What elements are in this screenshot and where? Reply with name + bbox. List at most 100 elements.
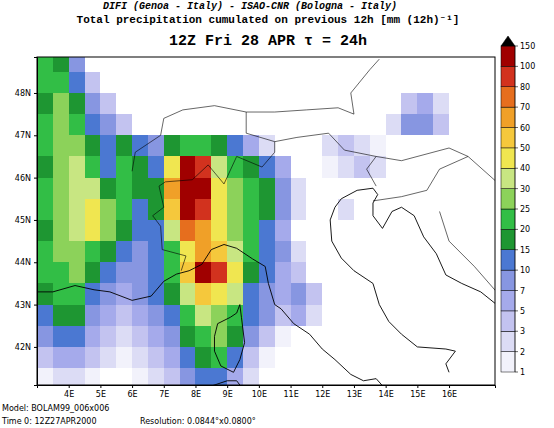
precip-cell xyxy=(227,220,243,242)
precip-cell xyxy=(386,305,402,327)
x-tick-label: 9E xyxy=(223,390,233,399)
precip-cell xyxy=(401,305,417,327)
precip-cell xyxy=(180,156,196,178)
precip-cell xyxy=(37,93,53,115)
precip-cell xyxy=(386,114,402,136)
precip-cell xyxy=(291,72,307,94)
colorbar-bin xyxy=(501,66,515,86)
y-tick: 42N xyxy=(15,343,37,352)
precip-cell xyxy=(164,72,180,94)
precip-cell xyxy=(180,347,196,369)
colorbar-tick xyxy=(515,188,518,189)
colorbar-label: 50 xyxy=(520,144,530,153)
precip-cell xyxy=(306,283,322,305)
precip-cell xyxy=(417,283,433,305)
precip-cell xyxy=(53,262,69,284)
precip-cell xyxy=(180,72,196,94)
precip-cell xyxy=(275,326,291,348)
precip-cell xyxy=(132,72,148,94)
precip-cell xyxy=(386,347,402,369)
precip-cell xyxy=(259,305,275,327)
precip-cell xyxy=(322,199,338,221)
precip-cell xyxy=(449,156,465,178)
precip-cell xyxy=(164,156,180,178)
colorbar-tick xyxy=(515,229,518,230)
x-tick-label: 7E xyxy=(159,390,169,399)
precip-cell xyxy=(275,72,291,94)
credit: DIFI (Genoa - Italy) - ISAO-CNR (Bologna… xyxy=(103,1,397,12)
precip-cell xyxy=(243,199,259,221)
precip-cell xyxy=(180,199,196,221)
colorbar-overflow xyxy=(501,36,515,46)
colorbar-tick xyxy=(515,372,518,373)
precip-cell xyxy=(53,72,69,94)
precip-cell xyxy=(370,135,386,157)
precip-cell xyxy=(275,135,291,157)
precip-cell xyxy=(211,156,227,178)
precip-cell xyxy=(85,368,101,385)
precip-cell xyxy=(211,283,227,305)
precip-cell xyxy=(164,305,180,327)
precip-cell xyxy=(227,262,243,284)
precip-cell xyxy=(85,135,101,157)
colorbar-label: 25 xyxy=(520,205,530,214)
precip-cell xyxy=(465,114,481,136)
precip-cell xyxy=(243,178,259,200)
precip-cell xyxy=(481,57,495,72)
precip-cell xyxy=(370,72,386,94)
precip-cell xyxy=(69,135,85,157)
y-tick-mark xyxy=(34,220,37,221)
y-tick-label: 45N xyxy=(15,216,31,225)
precip-cell xyxy=(322,326,338,348)
precip-cell xyxy=(465,199,481,221)
border xyxy=(440,211,495,291)
precip-cell xyxy=(180,262,196,284)
colorbar-bin xyxy=(501,331,515,351)
precip-cell xyxy=(401,57,417,72)
precip-cell xyxy=(195,72,211,94)
colorbar-tick xyxy=(515,249,518,250)
precip-cell xyxy=(180,93,196,115)
precip-cell xyxy=(291,241,307,263)
precip-cell xyxy=(291,262,307,284)
precip-cell xyxy=(354,220,370,242)
precip-cell xyxy=(259,156,275,178)
precip-cell xyxy=(37,283,53,305)
precip-cell xyxy=(85,199,101,221)
precip-cell xyxy=(322,114,338,136)
precip-cell xyxy=(481,135,495,157)
precip-cell xyxy=(100,326,116,348)
precip-cell xyxy=(417,57,433,72)
precip-cell xyxy=(291,326,307,348)
precip-cell xyxy=(449,220,465,242)
precip-cell xyxy=(465,347,481,369)
precip-cell xyxy=(449,93,465,115)
precip-cell xyxy=(291,135,307,157)
precip-cell xyxy=(338,57,354,72)
precip-cell xyxy=(116,241,132,263)
x-tick-mark xyxy=(291,385,292,388)
colorbar-tick xyxy=(515,127,518,128)
precip-cell xyxy=(116,156,132,178)
precip-cell xyxy=(275,220,291,242)
precip-cell xyxy=(465,178,481,200)
y-tick: 48N xyxy=(15,89,37,98)
precip-cell xyxy=(85,326,101,348)
y-tick-label: 47N xyxy=(15,131,31,140)
precip-cell xyxy=(481,72,495,94)
precip-cell xyxy=(195,199,211,221)
precip-cell xyxy=(37,114,53,136)
precip-cell xyxy=(148,57,164,72)
precip-cell xyxy=(243,220,259,242)
precip-cell xyxy=(433,368,449,385)
colorbar-label: 60 xyxy=(520,124,530,133)
y-tick-mark xyxy=(34,347,37,348)
precip-cell xyxy=(465,326,481,348)
precip-cell xyxy=(211,347,227,369)
precip-cell xyxy=(481,114,495,136)
precip-cell xyxy=(417,262,433,284)
precip-cell xyxy=(433,135,449,157)
precip-cell xyxy=(322,72,338,94)
annotation: Resolution: 0.0844°x0.0800° xyxy=(140,417,256,426)
precip-cell xyxy=(180,114,196,136)
